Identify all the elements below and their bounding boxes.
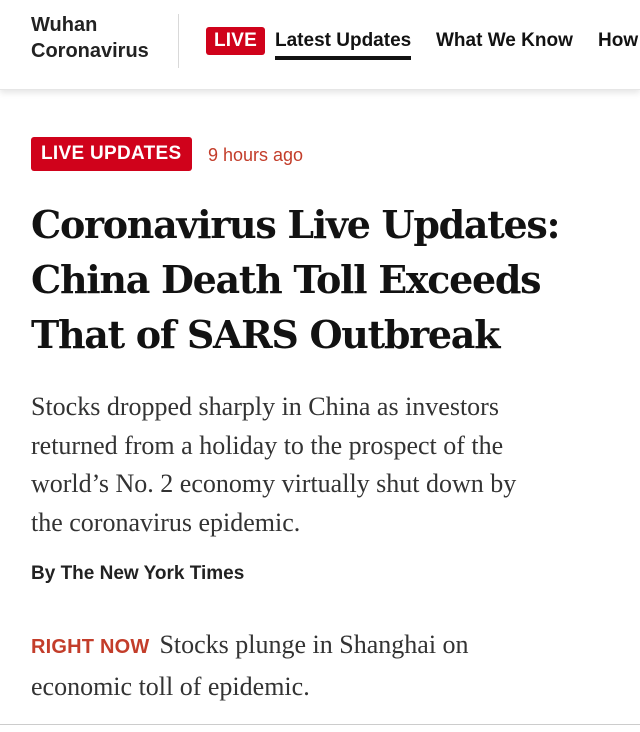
nav-link-how[interactable]: How [598, 30, 639, 51]
bottom-divider [0, 724, 640, 725]
headline-line: That of SARS Outbreak [31, 312, 500, 357]
summary-line: world’s No. 2 economy virtually shut dow… [31, 469, 517, 498]
nav-divider [178, 14, 179, 68]
live-updates-badge: LIVE UPDATES [31, 137, 192, 171]
byline: By The New York Times [31, 563, 245, 584]
summary-line: Stocks dropped sharply in China as inves… [31, 392, 499, 421]
right-now-text-line2[interactable]: economic toll of epidemic. [31, 672, 310, 701]
nav-link-latest-updates[interactable]: Latest Updates [275, 28, 412, 60]
section-title-link[interactable]: Wuhan Coronavirus [31, 12, 149, 64]
summary-line: returned from a holiday to the prospect … [31, 430, 504, 460]
timestamp: 9 hours ago [208, 145, 304, 165]
headline-line: Coronavirus Live Updates: [31, 202, 560, 247]
nav-link-what-we-know[interactable]: What We Know [436, 30, 573, 51]
headline-line: China Death Toll Exceeds [31, 257, 541, 302]
right-now-label[interactable]: RIGHT NOW [31, 636, 150, 658]
headline[interactable]: Coronavirus Live Updates: China Death To… [31, 197, 631, 362]
right-now-item[interactable]: RIGHT NOW Stocks plunge in Shanghai on ec… [31, 625, 631, 707]
top-navigation-bar: Wuhan Coronavirus LIVE Latest Updates Wh… [0, 0, 640, 90]
section-title-line1: Wuhan [31, 14, 98, 36]
live-badge: LIVE [206, 27, 266, 55]
right-now-text-line1[interactable]: Stocks plunge in Shanghai on [159, 630, 469, 659]
right-now-row: RIGHT NOW Stocks plunge in Shanghai on [31, 625, 631, 667]
article-summary: Stocks dropped sharply in China as inves… [31, 388, 631, 542]
summary-line: the coronavirus epidemic. [31, 507, 301, 537]
section-title-line2: Coronavirus [31, 40, 149, 62]
